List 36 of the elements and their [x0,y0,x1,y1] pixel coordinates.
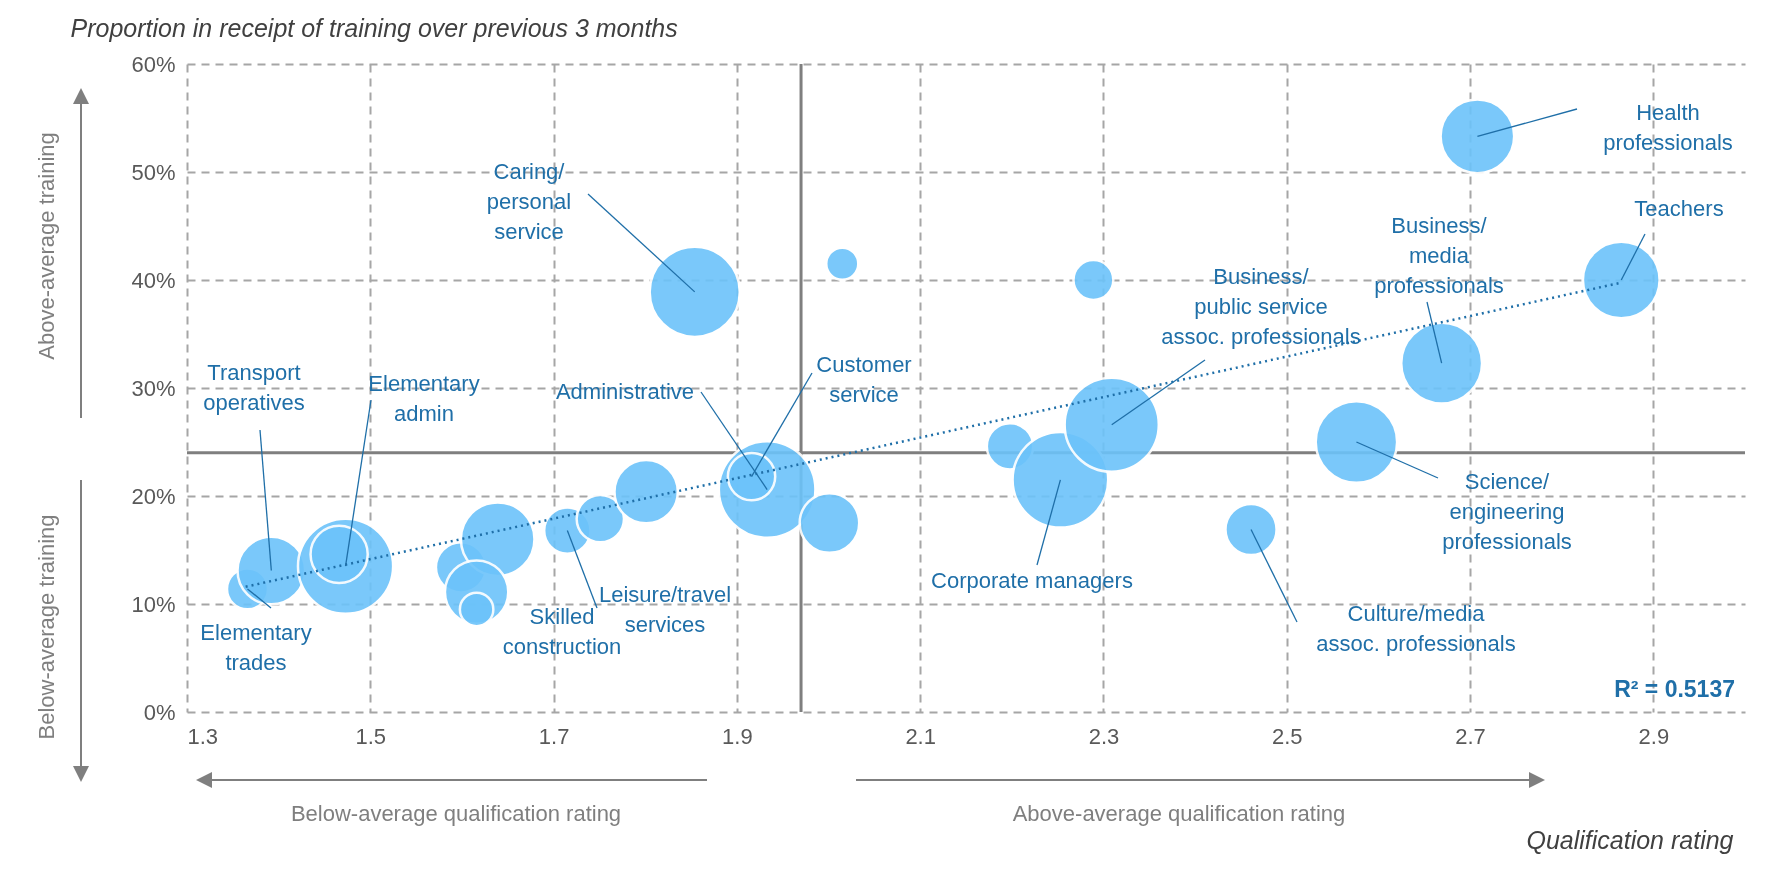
annotation: Elementary admin [368,371,480,426]
y-tick-label: 50% [131,159,176,185]
annotation: Teachers [1634,196,1724,221]
annotation: Transport operatives [203,360,305,415]
annotation: Customer service [816,352,912,407]
x-tick-label: 2.7 [1455,723,1486,749]
annotation: Science/ engineering professionals [1442,469,1572,554]
y-tick-label: 60% [131,51,176,77]
y-tick-label: 30% [131,375,176,401]
annotation: Culture/media assoc. professionals [1316,601,1516,656]
y-tick-label: 10% [131,591,176,617]
x-axis-title: Qualification rating [1526,825,1734,854]
text: Below-average training [34,514,59,740]
y-tick-label: 20% [131,483,176,509]
annotation: Administrative [555,379,695,404]
y-tick-label: 0% [143,699,176,725]
text: Below-average qualification rating [290,801,622,826]
annotation: Health professionals [1603,100,1733,155]
x-tick-label: 2.1 [905,723,936,749]
annotation: Business/ public service assoc. professionals [1161,264,1361,349]
text: Above-average training [34,132,59,360]
annotation: Caring/ personal service [486,159,572,244]
x-tick-label: 1.5 [355,723,387,749]
y-tick-label: 40% [131,267,176,293]
annotation: Business/ media professionals [1374,213,1504,298]
x-tick-label: 1.7 [538,723,570,749]
x-tick-label: 2.5 [1271,723,1303,749]
text: Above-average qualification rating [1012,801,1346,826]
x-tick-label: 1.3 [187,723,219,749]
annotation: Corporate managers [931,568,1133,593]
annotation: Elementary trades [200,620,312,675]
y-axis-title: Proportion in receipt of training over previous 3 months [70,13,678,42]
x-tick-label: 2.3 [1088,723,1120,749]
x-tick-label: 2.9 [1638,723,1670,749]
x-tick-label: 1.9 [722,723,753,749]
annotation: R² = 0.5137 [1614,676,1735,702]
